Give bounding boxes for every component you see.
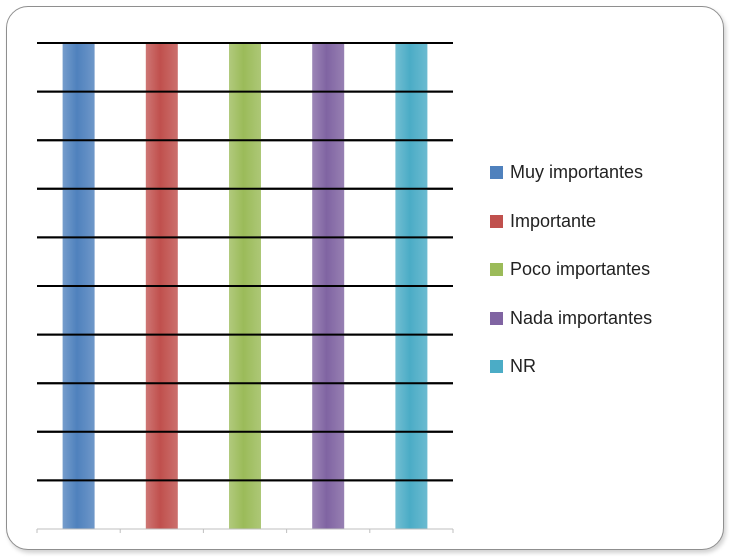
legend-item-poco-importantes: Poco importantes: [490, 256, 723, 305]
legend-item-nada-importantes: Nada importantes: [490, 305, 723, 354]
legend-item-importante: Importante: [490, 208, 723, 257]
legend-label: Poco importantes: [510, 259, 651, 279]
legend-item-muy-importantes: Muy importantes: [490, 159, 723, 208]
legend-label: NR: [510, 356, 536, 376]
legend-label: Importante: [510, 210, 597, 231]
legend-item-nr: NR: [490, 353, 723, 402]
legend-label: Nada importantes: [510, 307, 653, 328]
x-axis: [36, 529, 454, 533]
legend-swatch: [490, 263, 503, 276]
bar-chart: [36, 42, 454, 533]
legend-swatch: [490, 360, 503, 373]
legend-swatch: [490, 214, 503, 228]
legend: Muy importantes Importante Poco importan…: [490, 159, 723, 402]
gridlines-overlay: [37, 42, 453, 530]
legend-label: Muy importantes: [510, 162, 644, 182]
chart-frame: Muy importantes Importante Poco importan…: [6, 6, 724, 550]
legend-swatch: [490, 311, 503, 325]
legend-swatch: [490, 166, 503, 179]
